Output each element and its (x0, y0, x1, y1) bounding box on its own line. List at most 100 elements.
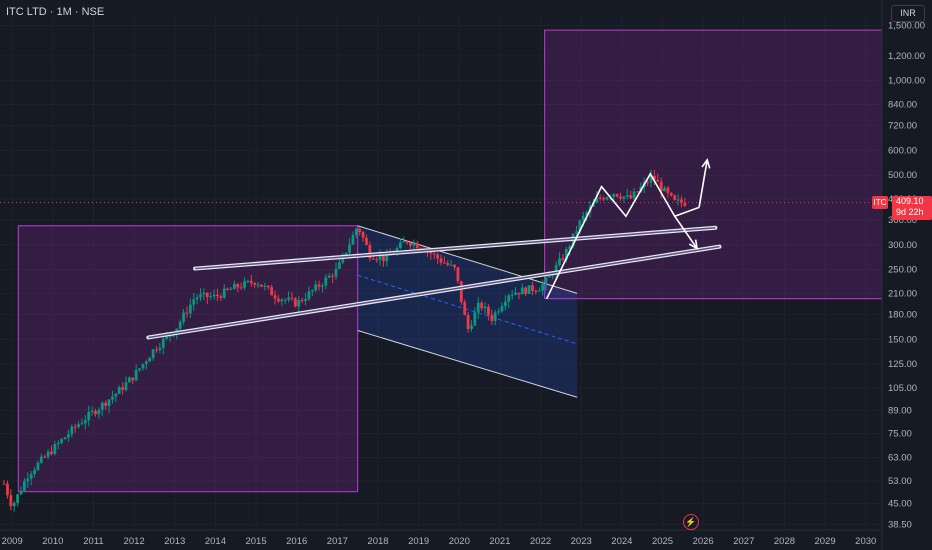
candle-body (12, 503, 16, 507)
y-tick-label: 89.00 (888, 405, 912, 416)
candle-body (39, 456, 43, 463)
candle (104, 400, 108, 411)
candle (351, 231, 355, 245)
candle (497, 308, 500, 315)
candle (629, 190, 633, 200)
candle (111, 390, 114, 404)
candle-body (246, 280, 250, 282)
candle-body (209, 296, 213, 298)
y-tick-label: 360.00 (888, 215, 917, 226)
candle (277, 295, 280, 304)
candle-body (476, 302, 480, 313)
candle-body (229, 289, 233, 291)
candle (663, 185, 666, 192)
candle (43, 454, 47, 458)
projection-arrow (698, 159, 709, 208)
candle-body (43, 456, 47, 458)
candle (463, 299, 467, 316)
candle-body (287, 297, 290, 300)
candle (439, 254, 443, 266)
candle-body (449, 264, 453, 266)
candle-body (490, 314, 494, 321)
y-tick-label: 150.00 (888, 334, 917, 345)
candle-body (625, 195, 629, 197)
x-tick-label: 2020 (449, 536, 470, 547)
candle (324, 274, 328, 290)
candle-body (673, 195, 677, 200)
candle (669, 192, 673, 197)
candle-body (354, 228, 358, 236)
chart-title: ITC LTD · 1M · NSE (6, 6, 105, 18)
candle-body (331, 275, 335, 277)
candle-body (558, 258, 561, 266)
candle (107, 398, 111, 413)
candle-body (351, 235, 355, 245)
candle (205, 292, 209, 304)
candle (409, 240, 412, 250)
candle (243, 277, 246, 291)
candle-body (70, 426, 74, 435)
candle (188, 298, 192, 319)
candle-body (612, 193, 616, 197)
candle (300, 297, 304, 304)
candle-body (29, 473, 33, 479)
candle (317, 280, 321, 291)
candle-body (304, 299, 307, 301)
candle-body (321, 285, 324, 287)
candle (683, 197, 687, 207)
candle (229, 286, 233, 291)
pattern-box (17, 225, 359, 493)
candle-body (9, 495, 13, 507)
candle-body (524, 287, 528, 294)
candle (487, 304, 490, 321)
candle-body (409, 242, 412, 246)
candle (287, 291, 290, 303)
candle (510, 289, 514, 300)
channel-lower (357, 329, 578, 398)
x-tick-label: 2013 (164, 536, 185, 547)
candle-body (561, 258, 565, 260)
candle-body (50, 451, 53, 454)
candle (558, 252, 561, 267)
candle (117, 385, 121, 394)
candle-body (2, 483, 6, 485)
candle-body (419, 248, 423, 250)
candle-body (412, 243, 416, 246)
descending-channel (357, 225, 578, 398)
path-annotations (545, 157, 711, 300)
candle (365, 234, 368, 246)
candle-body (16, 494, 20, 504)
candle (253, 281, 257, 289)
currency-button[interactable]: INR (891, 5, 925, 22)
candle (16, 493, 20, 507)
candle (537, 287, 541, 292)
x-tick-label: 2012 (124, 536, 145, 547)
candle-body (483, 306, 487, 309)
candle (131, 377, 135, 385)
candle-body (510, 294, 514, 296)
candle (114, 392, 118, 403)
candle (161, 336, 165, 355)
candle-body (87, 411, 91, 421)
candle-body (544, 277, 548, 285)
candle (659, 177, 663, 198)
x-tick-label: 2026 (693, 536, 714, 547)
candle-body (669, 192, 673, 196)
lightning-icon[interactable]: ⚡ (683, 514, 699, 530)
channel-fill (357, 225, 578, 398)
candle (382, 255, 385, 267)
candle-body (632, 191, 636, 199)
candle-body (534, 290, 538, 292)
candle-body (415, 243, 419, 249)
candle (185, 306, 189, 318)
candle-body (243, 281, 246, 288)
candle-body (300, 300, 304, 302)
candle (12, 501, 16, 512)
candle-body (253, 283, 257, 285)
candle (182, 308, 185, 325)
candle-body (551, 275, 555, 277)
candle-body (249, 280, 253, 284)
x-tick-label: 2017 (327, 536, 348, 547)
